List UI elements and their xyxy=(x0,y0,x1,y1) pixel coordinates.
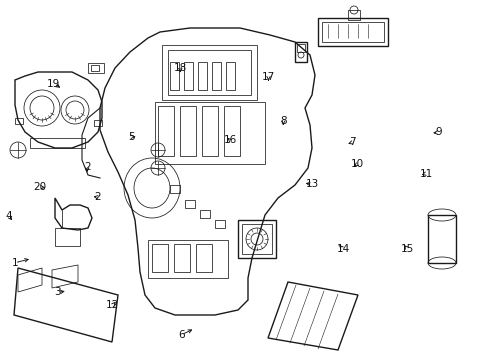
Text: 14: 14 xyxy=(336,244,350,254)
Bar xyxy=(152,244,168,272)
Bar xyxy=(170,62,179,90)
Bar xyxy=(238,220,276,258)
Text: 11: 11 xyxy=(419,168,433,179)
Text: 19: 19 xyxy=(47,78,61,89)
Text: 12: 12 xyxy=(106,300,120,310)
Text: 13: 13 xyxy=(306,179,319,189)
Bar xyxy=(215,220,225,228)
Bar xyxy=(348,10,360,20)
Bar xyxy=(88,63,104,73)
Text: 8: 8 xyxy=(280,116,287,126)
Bar xyxy=(170,185,180,193)
Bar xyxy=(198,62,207,90)
Bar xyxy=(55,228,80,246)
Text: 3: 3 xyxy=(54,287,61,297)
Bar xyxy=(224,106,240,156)
Bar xyxy=(428,215,456,263)
Bar xyxy=(200,210,210,218)
Bar xyxy=(226,62,235,90)
Bar xyxy=(242,224,272,254)
Bar xyxy=(168,50,251,95)
Bar xyxy=(162,45,257,100)
Text: 15: 15 xyxy=(401,244,415,254)
Bar xyxy=(155,102,265,164)
Text: 18: 18 xyxy=(173,63,187,73)
Bar xyxy=(297,44,305,52)
Text: 6: 6 xyxy=(178,330,185,340)
Bar xyxy=(184,62,193,90)
Text: 20: 20 xyxy=(34,182,47,192)
Text: 1: 1 xyxy=(11,258,18,268)
Bar xyxy=(212,62,221,90)
Bar xyxy=(196,244,212,272)
Text: 17: 17 xyxy=(262,72,275,82)
Text: 5: 5 xyxy=(128,132,135,142)
Bar xyxy=(94,120,102,126)
Bar xyxy=(158,106,174,156)
Text: 9: 9 xyxy=(435,127,442,138)
Bar xyxy=(322,22,384,42)
Bar xyxy=(180,106,196,156)
Text: 4: 4 xyxy=(5,211,12,221)
Bar xyxy=(174,244,190,272)
Text: 16: 16 xyxy=(223,135,237,145)
Bar xyxy=(202,106,218,156)
Bar xyxy=(318,18,388,46)
Text: 7: 7 xyxy=(349,137,356,147)
Bar xyxy=(295,42,307,62)
Bar xyxy=(15,118,23,124)
Bar xyxy=(185,200,195,208)
Text: 10: 10 xyxy=(351,159,364,169)
Text: 2: 2 xyxy=(95,192,101,202)
Bar xyxy=(91,65,99,71)
Text: 2: 2 xyxy=(84,162,91,172)
Bar xyxy=(148,240,228,278)
Bar xyxy=(30,138,85,148)
